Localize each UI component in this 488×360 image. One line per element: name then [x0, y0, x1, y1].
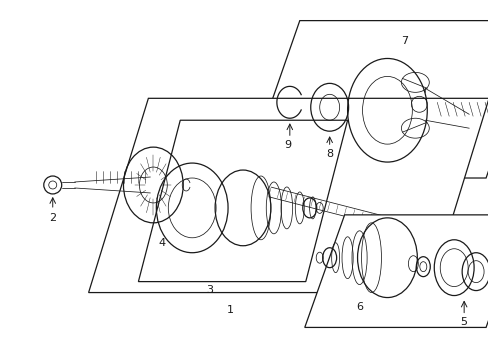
Text: 6: 6: [355, 302, 362, 311]
Text: 3: 3: [206, 285, 213, 294]
Polygon shape: [244, 21, 488, 178]
Text: 8: 8: [325, 149, 332, 159]
Text: 5: 5: [460, 318, 467, 328]
Text: 4: 4: [159, 238, 165, 248]
Polygon shape: [138, 120, 347, 282]
Polygon shape: [88, 98, 488, 293]
Text: 1: 1: [226, 305, 233, 315]
Text: 7: 7: [400, 36, 407, 46]
Polygon shape: [304, 215, 488, 328]
Text: 2: 2: [49, 213, 56, 223]
Text: 9: 9: [284, 140, 291, 150]
